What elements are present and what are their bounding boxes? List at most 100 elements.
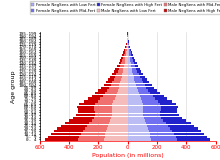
- Bar: [73, 116, 128, 119]
- Bar: [128, 92, 160, 94]
- Bar: [128, 73, 139, 75]
- Bar: [83, 130, 128, 132]
- Bar: [128, 70, 132, 73]
- Bar: [127, 38, 128, 40]
- Bar: [128, 95, 163, 97]
- Bar: [103, 95, 128, 97]
- Bar: [128, 108, 161, 111]
- Bar: [123, 51, 128, 54]
- Bar: [81, 133, 128, 135]
- Bar: [111, 84, 128, 86]
- Bar: [128, 136, 176, 138]
- Bar: [105, 136, 128, 138]
- Bar: [106, 81, 128, 84]
- Bar: [119, 68, 128, 70]
- Bar: [123, 57, 128, 59]
- Bar: [128, 48, 129, 51]
- Bar: [128, 125, 147, 127]
- Bar: [128, 76, 140, 78]
- Bar: [128, 87, 137, 89]
- Bar: [119, 84, 128, 86]
- Bar: [90, 122, 128, 124]
- Bar: [97, 100, 128, 103]
- Bar: [87, 125, 128, 127]
- Bar: [128, 68, 136, 70]
- Bar: [127, 40, 128, 43]
- Bar: [128, 136, 150, 138]
- Bar: [128, 89, 148, 92]
- Bar: [95, 111, 128, 113]
- Bar: [122, 76, 128, 78]
- Bar: [88, 97, 128, 100]
- Bar: [128, 122, 191, 124]
- Bar: [126, 40, 128, 43]
- Bar: [123, 68, 128, 70]
- Bar: [94, 106, 128, 108]
- Bar: [128, 116, 144, 119]
- Bar: [128, 138, 210, 141]
- Bar: [128, 114, 143, 116]
- Bar: [128, 62, 137, 64]
- Bar: [110, 119, 128, 122]
- Bar: [128, 84, 152, 86]
- Bar: [128, 122, 166, 124]
- Bar: [105, 92, 128, 94]
- Bar: [79, 103, 128, 105]
- Bar: [120, 65, 128, 67]
- Bar: [128, 106, 143, 108]
- Bar: [120, 59, 128, 62]
- Bar: [124, 65, 128, 67]
- Bar: [101, 87, 128, 89]
- Bar: [116, 68, 128, 70]
- Bar: [128, 54, 129, 56]
- Y-axis label: Age group: Age group: [11, 70, 16, 103]
- Bar: [128, 54, 131, 56]
- Bar: [78, 108, 128, 111]
- Bar: [125, 57, 128, 59]
- Bar: [128, 65, 138, 67]
- Bar: [128, 106, 178, 108]
- Bar: [128, 43, 129, 45]
- Bar: [95, 103, 128, 105]
- Bar: [128, 89, 157, 92]
- Bar: [128, 48, 130, 51]
- Bar: [92, 95, 128, 97]
- Bar: [111, 116, 128, 119]
- Bar: [114, 78, 128, 81]
- Legend: Female NegSens with Low Fert, Female NegSens with Mid-Fert, Female NegSens with : Female NegSens with Low Fert, Female Neg…: [30, 1, 220, 14]
- Bar: [117, 65, 128, 67]
- Bar: [95, 114, 128, 116]
- Bar: [128, 127, 198, 130]
- Bar: [128, 65, 131, 67]
- Bar: [112, 73, 128, 75]
- Bar: [126, 54, 128, 56]
- Bar: [128, 119, 163, 122]
- Bar: [104, 84, 128, 86]
- Bar: [69, 119, 128, 122]
- Bar: [104, 138, 128, 141]
- Bar: [128, 130, 201, 132]
- Bar: [128, 81, 143, 84]
- Bar: [128, 68, 132, 70]
- X-axis label: Population (in millions): Population (in millions): [92, 153, 163, 158]
- Bar: [128, 122, 146, 124]
- Bar: [61, 125, 128, 127]
- Bar: [128, 116, 182, 119]
- Bar: [128, 138, 151, 141]
- Bar: [128, 51, 132, 54]
- Bar: [84, 100, 128, 103]
- Bar: [128, 70, 141, 73]
- Bar: [112, 106, 128, 108]
- Bar: [112, 108, 128, 111]
- Bar: [128, 125, 168, 127]
- Bar: [128, 100, 158, 103]
- Bar: [46, 138, 128, 141]
- Bar: [128, 125, 194, 127]
- Bar: [125, 46, 128, 48]
- Bar: [98, 89, 128, 92]
- Bar: [128, 133, 150, 135]
- Bar: [112, 81, 128, 84]
- Bar: [128, 59, 135, 62]
- Bar: [128, 78, 147, 81]
- Bar: [106, 130, 128, 132]
